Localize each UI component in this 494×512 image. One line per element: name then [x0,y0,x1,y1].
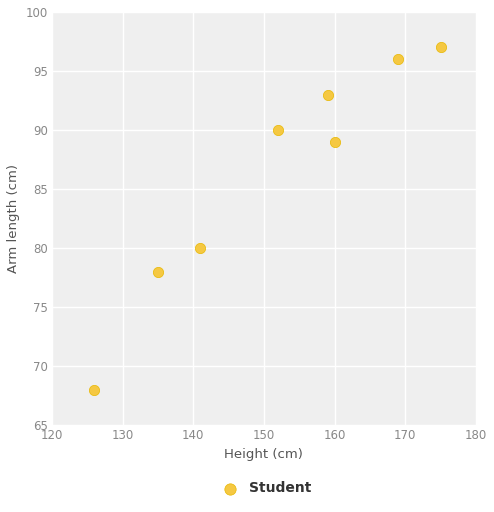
Student [90,386,98,394]
Student [154,267,162,275]
Student [330,138,338,146]
X-axis label: Height (cm): Height (cm) [224,447,303,461]
Student [324,91,331,99]
Student [274,126,282,134]
Student [437,43,445,51]
Y-axis label: Arm length (cm): Arm length (cm) [7,164,20,273]
Student [394,55,402,63]
Student [197,244,205,252]
Legend: Student: Student [216,481,312,496]
